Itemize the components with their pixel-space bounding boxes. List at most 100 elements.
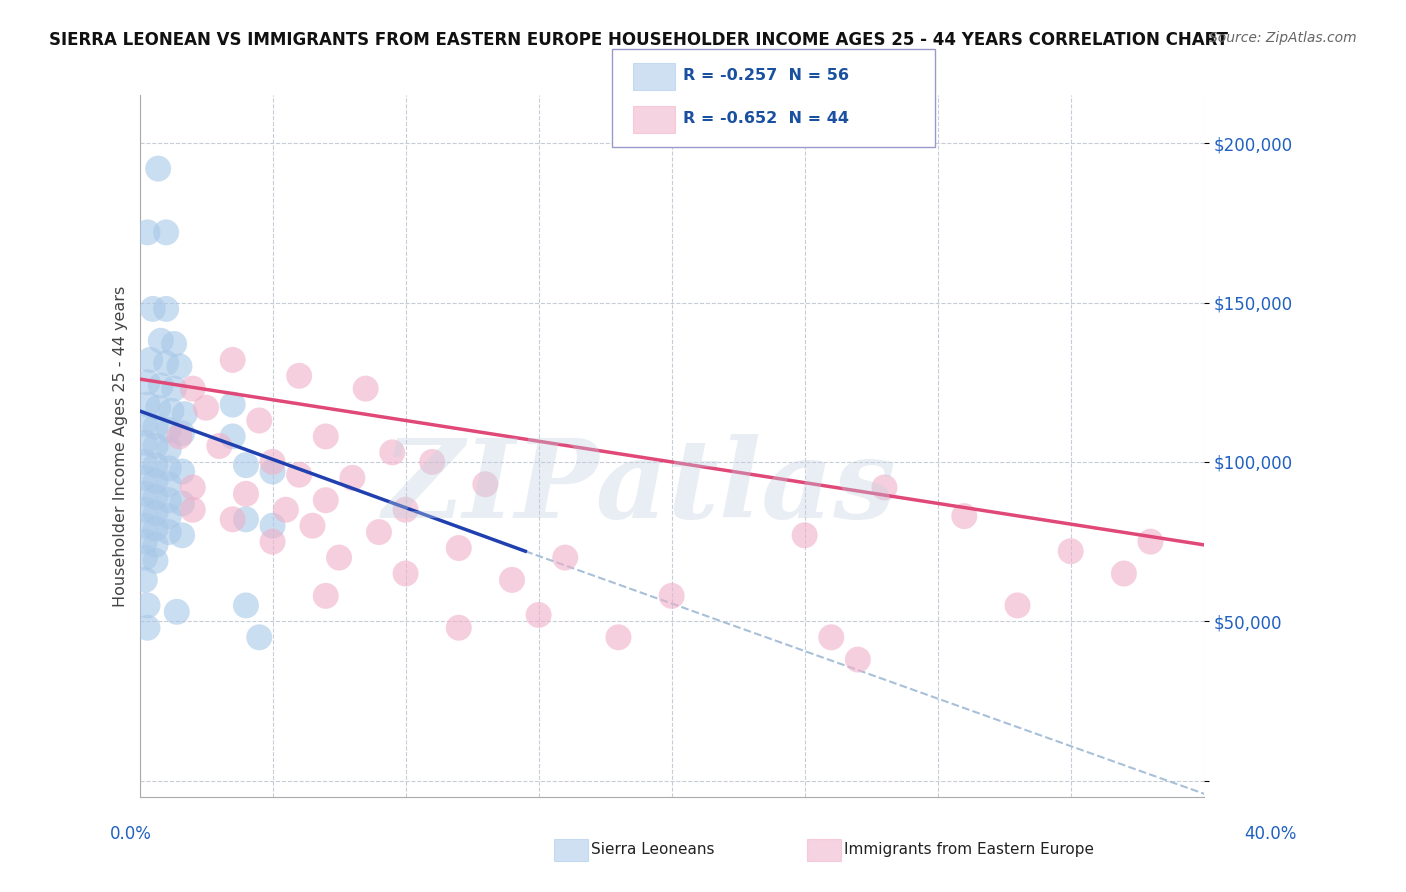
Point [145, 490, 167, 504]
Point [146, 161, 169, 176]
Point [1139, 534, 1161, 549]
Point [157, 493, 180, 508]
Point [134, 518, 156, 533]
Point [163, 382, 186, 396]
Point [155, 301, 177, 316]
Point [172, 496, 194, 510]
Point [157, 509, 180, 524]
Point [394, 566, 416, 581]
Point [235, 599, 257, 613]
Point [136, 376, 159, 390]
Point [262, 518, 284, 533]
Y-axis label: Householder Income Ages 25 - 44 years: Householder Income Ages 25 - 44 years [114, 285, 128, 607]
Point [221, 352, 243, 367]
Point [793, 528, 815, 542]
Point [315, 429, 337, 443]
Point [221, 398, 243, 412]
Text: Sierra Leoneans: Sierra Leoneans [591, 842, 714, 856]
Point [172, 426, 194, 441]
Point [342, 471, 364, 485]
Point [394, 502, 416, 516]
Point [163, 337, 186, 351]
Point [157, 525, 180, 540]
Point [134, 550, 156, 565]
Point [136, 599, 159, 613]
Point [315, 589, 337, 603]
Point [181, 480, 204, 494]
Point [136, 226, 159, 240]
Point [181, 382, 204, 396]
Point [145, 522, 167, 536]
Point [820, 630, 842, 644]
Point [368, 525, 391, 540]
Point [142, 301, 165, 316]
Point [166, 605, 188, 619]
Point [157, 442, 180, 457]
Point [145, 439, 167, 453]
Point [315, 493, 337, 508]
Point [235, 512, 257, 526]
Point [146, 401, 169, 415]
Point [134, 534, 156, 549]
Point [173, 407, 195, 421]
Point [160, 404, 183, 418]
Point [149, 334, 172, 348]
Point [155, 356, 177, 370]
Point [208, 439, 231, 453]
Point [145, 554, 167, 568]
Text: 40.0%: 40.0% [1244, 825, 1296, 843]
Point [262, 455, 284, 469]
Point [873, 480, 896, 494]
Point [235, 458, 257, 472]
Text: R = -0.652  N = 44: R = -0.652 N = 44 [683, 112, 849, 126]
Point [661, 589, 683, 603]
Point [221, 512, 243, 526]
Point [139, 352, 162, 367]
Point [149, 378, 172, 392]
Point [145, 506, 167, 520]
Point [145, 458, 167, 472]
Point [169, 429, 191, 443]
Point [274, 502, 297, 516]
Point [134, 471, 156, 485]
Point [328, 550, 350, 565]
Point [235, 487, 257, 501]
Point [181, 502, 204, 516]
Text: ZIPatlas: ZIPatlas [382, 434, 897, 541]
Point [301, 518, 323, 533]
Text: Immigrants from Eastern Europe: Immigrants from Eastern Europe [844, 842, 1094, 856]
Point [1060, 544, 1083, 558]
Text: Source: ZipAtlas.com: Source: ZipAtlas.com [1209, 31, 1357, 45]
Point [1112, 566, 1135, 581]
Point [527, 607, 550, 622]
Point [447, 541, 470, 555]
Point [172, 528, 194, 542]
Point [607, 630, 630, 644]
Text: R = -0.257  N = 56: R = -0.257 N = 56 [683, 69, 849, 83]
Point [157, 423, 180, 437]
Point [134, 487, 156, 501]
Point [172, 465, 194, 479]
Point [134, 502, 156, 516]
Point [953, 509, 976, 524]
Point [447, 621, 470, 635]
Point [247, 413, 270, 427]
Point [157, 461, 180, 475]
Point [134, 417, 156, 431]
Point [136, 621, 159, 635]
Point [247, 630, 270, 644]
Point [221, 429, 243, 443]
Point [262, 534, 284, 549]
Point [169, 359, 191, 374]
Point [262, 465, 284, 479]
Point [474, 477, 496, 491]
Point [420, 455, 443, 469]
Point [381, 445, 404, 459]
Point [134, 573, 156, 587]
Point [157, 477, 180, 491]
Point [145, 474, 167, 488]
Point [288, 467, 311, 482]
Point [501, 573, 523, 587]
Point [145, 538, 167, 552]
Point [1007, 599, 1029, 613]
